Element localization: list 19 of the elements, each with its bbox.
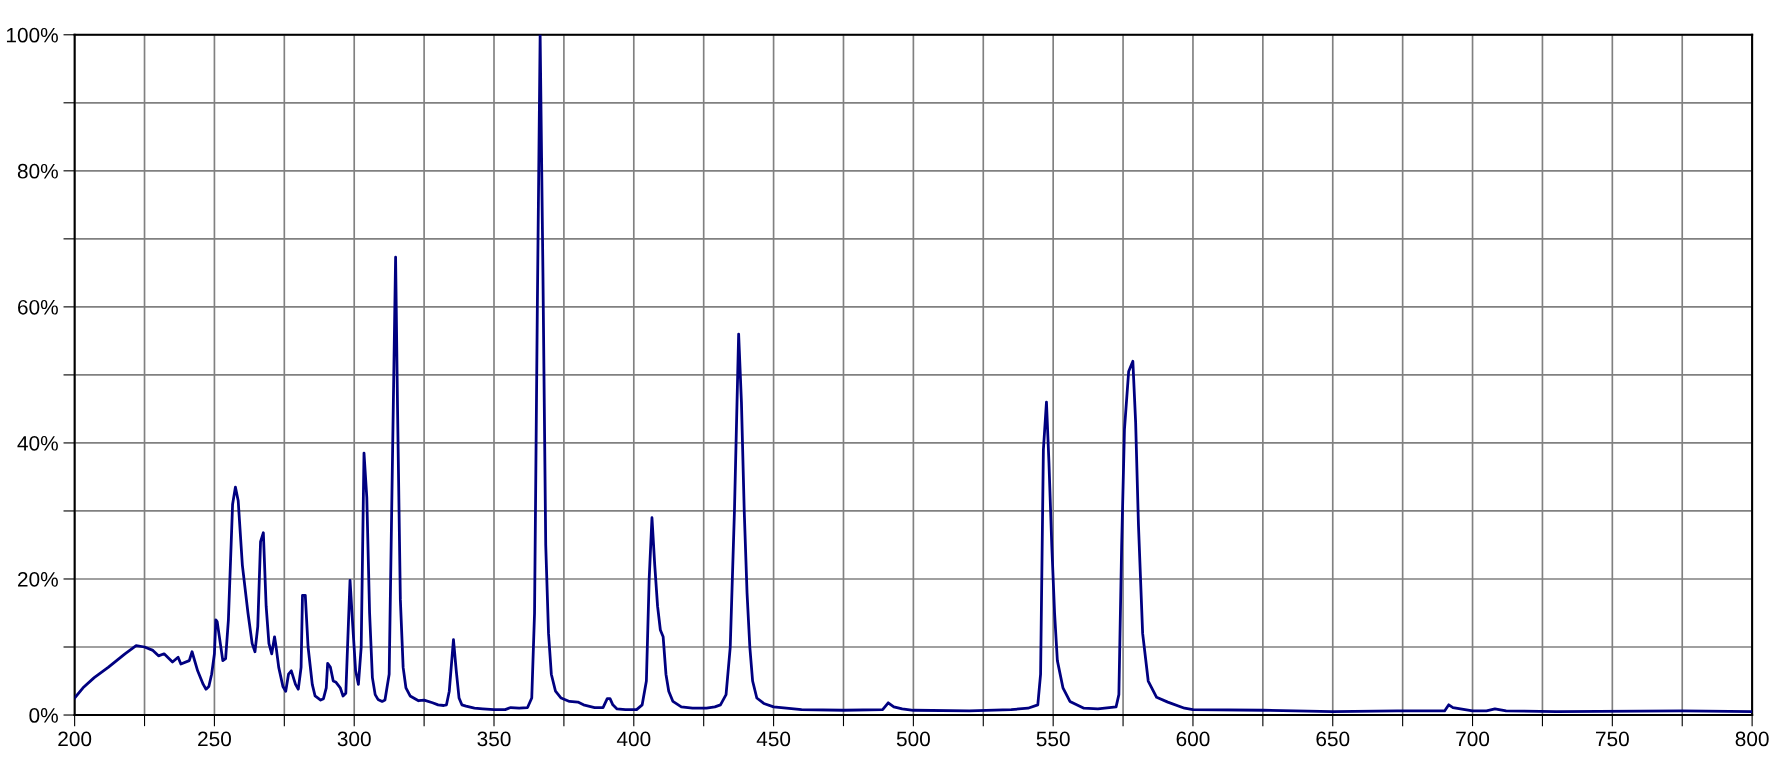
x-tick-label: 250	[198, 731, 231, 747]
x-tick-label: 750	[1596, 731, 1629, 747]
x-tick-label: 300	[337, 731, 371, 747]
y-tick-label: 80%	[17, 163, 58, 179]
y-tick-label: 60%	[18, 299, 58, 315]
y-tick-label: 100%	[6, 27, 58, 43]
x-tick-label: 350	[477, 731, 511, 747]
y-tick-label: 40%	[17, 435, 58, 451]
x-tick-label: 550	[1036, 731, 1070, 747]
x-tick-label: 400	[616, 731, 651, 747]
x-tick-label: 800	[1735, 731, 1769, 747]
y-tick-label: 0%	[29, 708, 58, 723]
x-tick-label: 450	[756, 731, 791, 747]
y-tick-label: 20%	[18, 571, 58, 587]
x-tick-label: 600	[1176, 731, 1210, 747]
x-tick-label: 700	[1456, 731, 1490, 747]
x-tick-label: 500	[896, 731, 930, 747]
x-tick-label: 200	[58, 731, 92, 747]
x-tick-label: 650	[1316, 731, 1350, 747]
